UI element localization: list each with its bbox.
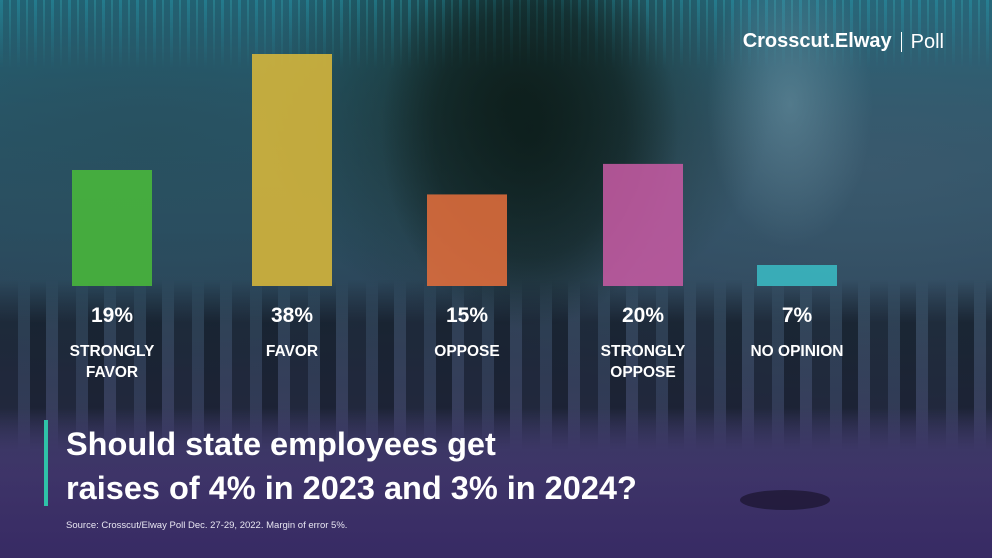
source-note: Source: Crosscut/Elway Poll Dec. 27-29, … [66, 520, 348, 531]
bar-category-label: OPPOSE [434, 343, 499, 360]
bar-value-label: 15% [446, 304, 488, 327]
background-capitol-dome [700, 0, 880, 260]
question-line-1: Should state employees get [66, 426, 496, 462]
bar-strongly-oppose [603, 163, 683, 286]
bar-category-label: STRONGLY [601, 343, 686, 360]
bar-value-label: 38% [271, 304, 313, 327]
background-street [0, 408, 992, 558]
bar-category-label: NO OPINION [750, 343, 843, 360]
background-manhole [740, 490, 830, 510]
bar-value-label: 20% [622, 304, 664, 327]
bar-value-label: 7% [782, 304, 813, 327]
bar-category-label: STRONGLY [70, 343, 155, 360]
bar-category-label: FAVOR [266, 343, 318, 360]
brand-logo: Crosscut.Elway Poll [743, 30, 944, 53]
question-line-2: raises of 4% in 2023 and 3% in 2024? [66, 470, 637, 506]
bar-category-label: FAVOR [86, 364, 138, 381]
bar-category-label: OPPOSE [610, 364, 675, 381]
bar-value-label: 19% [91, 304, 133, 327]
bar-oppose [427, 194, 507, 286]
question-accent-bar [44, 420, 48, 506]
bar-no-opinion [757, 265, 837, 286]
brand-name: Crosscut.Elway [742, 30, 892, 52]
bar-favor [252, 54, 332, 286]
brand-suffix: Poll [900, 31, 944, 52]
poll-question: Should state employees get raises of 4% … [66, 422, 637, 510]
bar-strongly-favor [72, 170, 152, 286]
poll-bar-chart: 19% STRONGLY FAVOR 38% FAVOR 15% OPPOSE 20% STRO… [70, 54, 844, 381]
